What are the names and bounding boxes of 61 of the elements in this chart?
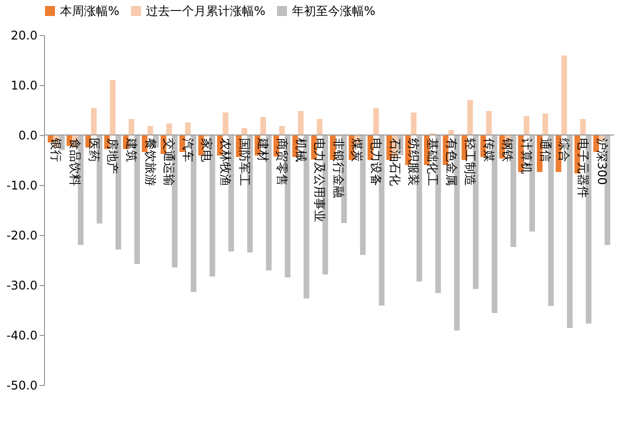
x-tick-label: 建材 <box>256 137 270 162</box>
bar <box>542 114 548 135</box>
bar <box>467 100 473 135</box>
bar <box>524 116 530 135</box>
bar <box>298 111 304 135</box>
bar <box>147 126 154 135</box>
x-tick-label: 医药 <box>86 138 101 162</box>
x-tick-label: 纺织服装 <box>406 138 421 186</box>
x-tick-label: 钢铁 <box>500 137 515 162</box>
bar <box>242 128 248 135</box>
bar <box>279 126 285 135</box>
x-tick-label: 电子元器件 <box>576 138 590 198</box>
x-tick-label: 基础化工 <box>425 138 440 186</box>
x-tick-label: 家电 <box>200 138 214 162</box>
x-tick-label: 农林牧渔 <box>218 138 233 186</box>
legend-label: 年初至今涨幅% <box>292 4 376 18</box>
y-tick-label: 0.0 <box>18 128 38 142</box>
x-tick-label: 食品饮料 <box>68 138 82 186</box>
x-tick-label: 国防军工 <box>237 138 252 186</box>
y-tick-label: -20.0 <box>6 228 38 242</box>
x-tick-label: 银行 <box>49 137 64 162</box>
x-tick-label: 商贸零售 <box>274 138 289 186</box>
bar <box>410 112 416 135</box>
y-tick-label: 10.0 <box>10 78 38 92</box>
x-tick-label: 综合 <box>557 138 572 162</box>
x-tick-label: 电力设备 <box>369 138 384 186</box>
bar <box>91 108 97 135</box>
x-tick-label: 建筑 <box>124 137 138 162</box>
x-tick-label: 房地产 <box>106 138 120 174</box>
x-tick-label: 有色金属 <box>444 138 458 186</box>
bar <box>110 80 116 135</box>
y-tick-label: -50.0 <box>6 378 38 392</box>
x-tick-label: 通信 <box>538 138 552 162</box>
x-tick-label: 石油石化 <box>388 138 402 186</box>
bar <box>166 124 172 135</box>
x-tick-label: 轻工制造 <box>463 138 478 186</box>
x-tick-label: 电力及公用事业 <box>312 138 327 222</box>
bar <box>222 112 228 135</box>
y-tick-label: -40.0 <box>6 328 38 342</box>
x-tick-label: 机械 <box>294 138 308 162</box>
legend-label: 过去一个月累计涨幅% <box>146 4 266 18</box>
x-tick-label: 煤炭 <box>350 138 364 162</box>
bar <box>486 111 492 135</box>
y-tick-label: 20.0 <box>10 28 38 42</box>
y-tick-label: -30.0 <box>6 278 38 292</box>
x-tick-label: 传媒 <box>482 138 496 162</box>
bar <box>185 122 191 135</box>
y-tick-label: -10.0 <box>6 178 38 192</box>
bar <box>561 56 567 135</box>
bar <box>316 119 322 135</box>
x-tick-label: 汽车 <box>180 138 195 162</box>
x-tick-label: 交通运输 <box>162 138 176 186</box>
bar <box>373 108 379 135</box>
legend-label: 本周涨幅% <box>60 4 120 18</box>
x-tick-label: 沪深300 <box>594 138 609 185</box>
x-tick-label: 计算机 <box>520 138 534 174</box>
bar <box>260 117 266 135</box>
bar <box>580 119 586 135</box>
x-tick-label: 餐饮旅游 <box>143 138 158 186</box>
x-tick-label: 非银行金融 <box>331 138 346 198</box>
bar <box>128 119 134 135</box>
